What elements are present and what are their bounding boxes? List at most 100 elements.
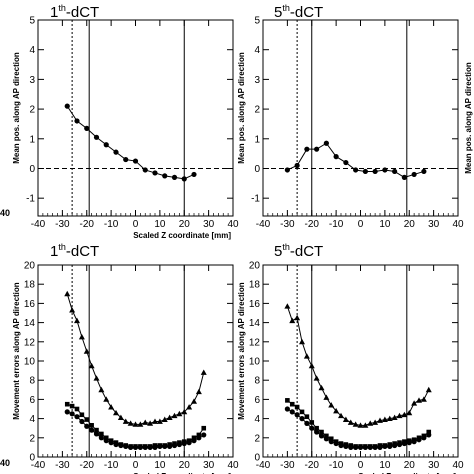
panel-4-series-circle-point: [284, 406, 290, 412]
panel-3-series-circle-point: [167, 443, 173, 450]
panel-2-series-circle-point: [421, 168, 427, 175]
panel-4-series-circle-point: [411, 439, 417, 445]
panel-3-series-square-point: [191, 435, 197, 441]
panel-3-series-triangle-point: [88, 362, 95, 369]
panel-3-series-circle-point: [157, 443, 163, 450]
panel-4-plot: -40 -30 -20 -10 0 10 20 30 4002468101214161820Mo…: [237, 261, 464, 474]
panel-4-series-circle-point: [357, 444, 364, 450]
panel-4-series-triangle-point: [420, 396, 427, 402]
panel-3-x-axis-title: Scaled Z coordinate [mm]: [133, 472, 231, 474]
panel-2-x-tick-label: -40: [256, 219, 271, 230]
panel-2-x-tick-label: 40: [452, 219, 464, 230]
panel-4-series-circle-point: [416, 437, 422, 443]
panel-4-y-tick-label: 8: [254, 376, 260, 387]
panel-3-series-triangle-point: [137, 421, 144, 427]
panel-4-frame: [262, 264, 459, 458]
panel-3-x-tick-label: -30: [55, 460, 70, 471]
panel-3-series-circle-point: [93, 431, 100, 437]
panel-4-series-circle-point: [314, 429, 320, 435]
panel-3-series-circle-point: [113, 441, 119, 448]
panel-3-x-tick-label: -10: [104, 460, 119, 471]
panel-4-series-circle-point: [387, 443, 393, 450]
panel-2-series-circle-point: [333, 154, 339, 160]
panel-1-series-circle-point: [181, 176, 187, 182]
panel-4-series-triangle-point: [347, 419, 354, 425]
panel-4-series-triangle-point: [416, 397, 422, 403]
left-edge-tick-bottom: 40: [0, 458, 11, 468]
panel-4-series-circle-point: [309, 425, 315, 431]
panel-2-title-prefix: 5: [274, 4, 283, 21]
panel-3-y-tick-label: 16: [24, 299, 36, 310]
panel-4-series-circle-point: [299, 416, 305, 422]
panel-4-series-square-point: [309, 420, 315, 425]
panel-4-series-circle-point: [396, 441, 403, 448]
panel-4-series-square-point: [304, 414, 310, 419]
panel-3-series-circle-point: [69, 411, 75, 417]
panel-1-x-axis-title: Scaled Z coordinate [mm]: [133, 231, 231, 240]
panel-3-series-square-point: [89, 423, 94, 428]
panel-3-series-circle-point: [147, 444, 153, 450]
panel-3-series-triangle-point: [103, 396, 110, 402]
panel-2-x-tick-label: 0: [358, 219, 364, 230]
panel-3-series-triangle-point: [181, 408, 188, 415]
panel-4-y-tick-label: 10: [249, 357, 261, 368]
panel-2-y-tick-label: 2: [254, 105, 260, 116]
panel-3-title-suffix: -dCT: [65, 243, 100, 260]
panel-4-series-circle-point: [328, 439, 334, 445]
panel-3-series-triangle-point: [200, 369, 207, 375]
panel-4-series-circle-point: [304, 420, 310, 426]
panel-4-series-triangle-point: [411, 400, 418, 406]
panel-2-y-tick-label: 5: [254, 16, 260, 27]
panel-3-series-circle-point: [196, 435, 202, 441]
panel-2-y-tick-label: -1: [251, 194, 260, 205]
panel-4-series-circle-point: [343, 443, 349, 450]
panel-4-x-tick-label: -30: [280, 460, 295, 471]
panel-2-series-circle-point: [314, 146, 320, 152]
panel-3-x-tick-label: 30: [203, 460, 215, 471]
panel-2-series-circle-point: [284, 167, 290, 173]
panel-2-x-tick-label: -20: [305, 219, 320, 230]
panel-1-y-tick-label: 2: [29, 105, 35, 116]
panel-4-series-square-point: [285, 398, 290, 403]
panel-4-series-circle-point: [318, 433, 325, 439]
panel-3-series-circle-point: [74, 414, 80, 420]
panel-3-x-tick-label: -20: [80, 460, 95, 471]
panel-1-y-tick-label: 5: [29, 16, 35, 27]
panel-1-series-circle-point: [123, 156, 129, 163]
panel-3-series-triangle-point: [122, 418, 129, 424]
panel-3-y-tick-label: 6: [29, 395, 35, 406]
panel-4-x-tick-label: -20: [305, 460, 320, 471]
panel-4-series-triangle-point: [313, 375, 320, 381]
panel-3-series-square-point: [74, 406, 80, 412]
panel-4-series-triangle-point: [289, 317, 296, 324]
panel-3-series-circle-point: [162, 443, 168, 450]
panel-4-x-tick-label: -10: [329, 460, 344, 471]
panel-3-x-tick-label: 20: [179, 460, 191, 471]
panel-4-series-circle-point: [323, 436, 329, 442]
panel-1-series-circle-point: [93, 134, 100, 140]
panel-3-series-circle-point: [123, 443, 129, 450]
panel-2-frame: [262, 19, 459, 217]
panel-4-series-square-point: [426, 429, 432, 435]
panel-3-series-circle-point: [98, 435, 104, 441]
panel-3-series-triangle-point: [113, 409, 119, 416]
panel-3-series-square-point: [79, 412, 85, 418]
panel-1-series-circle-line: [66, 105, 195, 180]
panel-4-series-triangle-point: [338, 412, 344, 419]
panel-4-x-tick-label: 30: [428, 460, 440, 471]
panel-1-series-circle-point: [191, 171, 197, 178]
panel-4-x-axis-title: Scaled Z coordinate [mm]: [358, 472, 456, 474]
panel-3-series-triangle-point: [195, 388, 202, 395]
panel-3-series-circle-point: [137, 444, 143, 450]
panel-4-series-triangle-point: [406, 409, 413, 416]
panel-4-series-square-point: [299, 409, 305, 415]
panel-1-y-tick-label: 1: [29, 134, 35, 145]
panel-4-y-tick-label: 4: [254, 414, 260, 425]
panel-3-y-tick-label: 12: [24, 337, 36, 348]
panel-2-series-circle-point: [304, 146, 310, 152]
panel-1-series-circle-point: [74, 118, 80, 124]
panel-4-series-circle-point: [372, 444, 378, 450]
